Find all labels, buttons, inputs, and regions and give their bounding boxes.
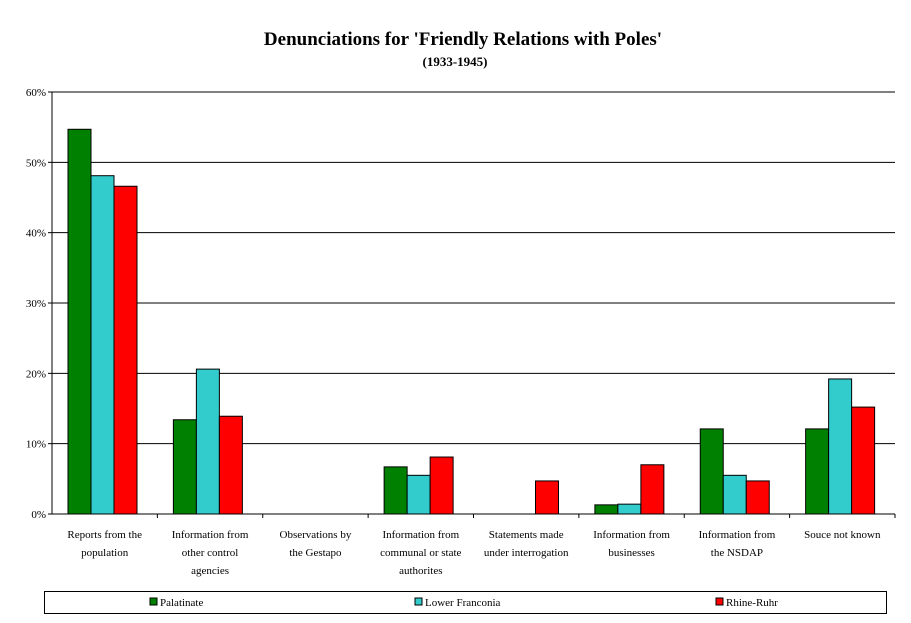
- bar-rhine-ruhr: [745, 480, 770, 515]
- bar-lower-franconia: [828, 378, 853, 515]
- bar-rhine-ruhr: [640, 464, 665, 515]
- category-label: Information from: [172, 529, 249, 541]
- chart-title: Denunciations for 'Friendly Relations wi…: [264, 29, 662, 50]
- legend-label: Lower Franconia: [425, 597, 501, 609]
- bar-lower-franconia: [617, 503, 642, 515]
- legend-swatch: [715, 597, 724, 606]
- bar-rhine-ruhr: [535, 480, 559, 515]
- y-tick-label: 50%: [26, 157, 46, 169]
- category-label: other control: [182, 547, 239, 559]
- category-label: Statements made: [489, 529, 564, 541]
- y-tick-label: 0%: [31, 509, 46, 521]
- category-label: Reports from the: [67, 529, 142, 541]
- legend-label: Rhine-Ruhr: [726, 597, 778, 609]
- y-tick-label: 60%: [26, 87, 46, 99]
- category-label: population: [81, 547, 129, 559]
- bar-rhine-ruhr: [429, 456, 454, 515]
- bar-palatinate: [699, 428, 724, 515]
- bar-rhine-ruhr: [218, 415, 243, 515]
- bar-palatinate: [67, 128, 92, 515]
- y-tick-label: 40%: [26, 228, 46, 240]
- legend-label: Palatinate: [160, 597, 203, 609]
- category-label: the NSDAP: [711, 547, 763, 559]
- legend-box: [44, 591, 887, 614]
- category-label: communal or state: [380, 547, 461, 559]
- category-label: Observations by: [280, 529, 352, 541]
- y-tick-label: 10%: [26, 439, 46, 451]
- y-tick-label: 30%: [26, 298, 46, 310]
- category-label: Souce not known: [804, 529, 881, 541]
- bar-palatinate: [383, 466, 408, 515]
- legend-swatch: [414, 597, 423, 606]
- category-label: Information from: [382, 529, 459, 541]
- category-label: the Gestapo: [289, 547, 342, 559]
- category-label: Information from: [699, 529, 776, 541]
- chart-subtitle: (1933-1945): [423, 54, 488, 69]
- category-label: agencies: [191, 565, 229, 577]
- bar-lower-franconia: [722, 474, 747, 515]
- category-label: businesses: [608, 547, 654, 559]
- bar-palatinate: [594, 504, 619, 515]
- bar-palatinate: [805, 428, 830, 515]
- legend-swatch: [149, 597, 158, 606]
- category-label: under interrogation: [484, 547, 569, 559]
- y-tick-label: 20%: [26, 368, 46, 380]
- bar-lower-franconia: [406, 474, 431, 515]
- category-label: authorites: [399, 565, 442, 577]
- category-label: Information from: [593, 529, 670, 541]
- bar-lower-franconia: [195, 368, 220, 515]
- bar-rhine-ruhr: [851, 406, 876, 515]
- bar-rhine-ruhr: [113, 185, 138, 515]
- bar-lower-franconia: [90, 175, 115, 515]
- bar-palatinate: [172, 419, 197, 515]
